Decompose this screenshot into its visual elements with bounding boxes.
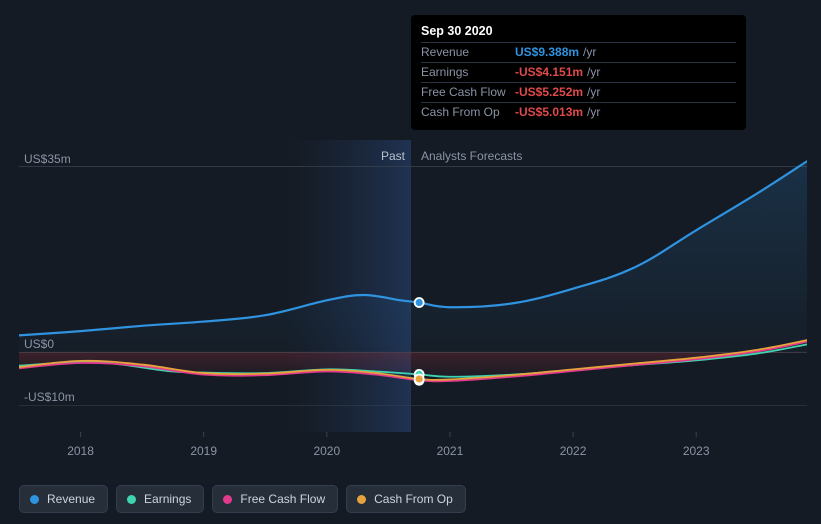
- legend-label: Free Cash Flow: [240, 492, 325, 506]
- tooltip-row-value: -US$5.252m: [515, 85, 583, 99]
- tooltip-row-suffix: /yr: [587, 65, 600, 79]
- x-axis-label: 2019: [190, 444, 217, 458]
- tooltip-row-suffix: /yr: [587, 85, 600, 99]
- legend-label: Earnings: [144, 492, 191, 506]
- tooltip-row-label: Free Cash Flow: [421, 85, 515, 99]
- x-axis-label: 2022: [560, 444, 587, 458]
- tooltip-row: Earnings-US$4.151m/yr: [421, 63, 736, 83]
- legend-item-revenue[interactable]: Revenue: [19, 485, 108, 513]
- tooltip-row: RevenueUS$9.388m/yr: [421, 43, 736, 63]
- tooltip-row-value: -US$5.013m: [515, 105, 583, 119]
- legend-label: Cash From Op: [374, 492, 453, 506]
- tooltip-row-label: Revenue: [421, 45, 515, 59]
- x-axis-label: 2018: [67, 444, 94, 458]
- y-axis-label: -US$10m: [24, 390, 75, 404]
- legend-item-earnings[interactable]: Earnings: [116, 485, 204, 513]
- tooltip-row-suffix: /yr: [587, 105, 600, 119]
- legend-item-fcf[interactable]: Free Cash Flow: [212, 485, 338, 513]
- legend-swatch: [223, 495, 232, 504]
- legend-label: Revenue: [47, 492, 95, 506]
- tooltip-row-label: Earnings: [421, 65, 515, 79]
- x-axis-label: 2021: [437, 444, 464, 458]
- legend-swatch: [357, 495, 366, 504]
- past-label: Past: [381, 149, 405, 163]
- marker-dot-cfo: [415, 374, 424, 383]
- tooltip-row: Cash From Op-US$5.013m/yr: [421, 103, 736, 122]
- tooltip-row-value: -US$4.151m: [515, 65, 583, 79]
- x-axis-label: 2023: [683, 444, 710, 458]
- y-axis-label: US$35m: [24, 152, 71, 166]
- marker-dot-revenue: [415, 298, 424, 307]
- legend-item-cfo[interactable]: Cash From Op: [346, 485, 466, 513]
- tooltip-row-suffix: /yr: [583, 45, 596, 59]
- forecast-label: Analysts Forecasts: [421, 149, 522, 163]
- tooltip-row-value: US$9.388m: [515, 45, 579, 59]
- x-axis-label: 2020: [313, 444, 340, 458]
- y-axis-label: US$0: [24, 337, 54, 351]
- tooltip-row-label: Cash From Op: [421, 105, 515, 119]
- tooltip: Sep 30 2020 RevenueUS$9.388m/yrEarnings-…: [411, 15, 746, 130]
- tooltip-date: Sep 30 2020: [421, 21, 736, 43]
- legend-swatch: [127, 495, 136, 504]
- tooltip-row: Free Cash Flow-US$5.252m/yr: [421, 83, 736, 103]
- legend-swatch: [30, 495, 39, 504]
- legend: Revenue Earnings Free Cash Flow Cash From O…: [19, 485, 466, 513]
